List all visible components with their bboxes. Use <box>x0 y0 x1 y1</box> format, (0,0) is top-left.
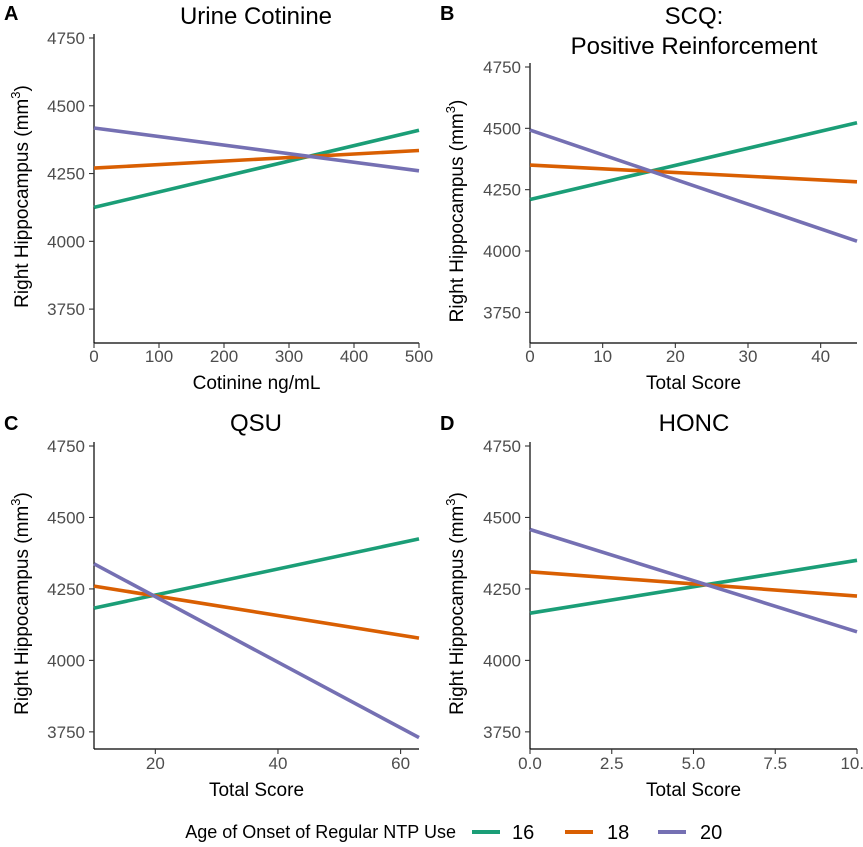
x-tick-label: 10.0 <box>840 754 863 773</box>
x-tick-label: 0.0 <box>518 754 542 773</box>
x-tick-label: 7.5 <box>763 754 787 773</box>
y-axis-label: Right Hippocampus (mm3) <box>443 100 468 323</box>
panel-title: Positive Reinforcement <box>571 33 818 60</box>
y-tick-label: 4250 <box>47 580 85 599</box>
series-line-20 <box>93 562 420 740</box>
y-tick-label: 4000 <box>47 651 85 670</box>
y-tick-label: 4250 <box>47 165 85 184</box>
y-axis-label-superscript: 3 <box>8 499 23 506</box>
x-tick-label: 500 <box>405 347 433 366</box>
y-tick-label: 4250 <box>483 181 521 200</box>
panel-title: HONC <box>659 410 730 437</box>
panel-title: QSU <box>230 410 282 437</box>
y-axis-label-superscript: 3 <box>443 499 458 506</box>
x-axis-label: Total Score <box>646 780 741 801</box>
panel-letter: D <box>440 413 454 435</box>
x-tick-label: 40 <box>269 754 288 773</box>
y-tick-label: 4750 <box>47 437 85 456</box>
series-line-18 <box>93 584 420 640</box>
x-tick-label: 20 <box>666 347 685 366</box>
legend-label-20: 20 <box>700 822 722 844</box>
y-tick-label: 3750 <box>47 300 85 319</box>
x-tick-label: 5.0 <box>682 754 706 773</box>
y-tick-label: 4750 <box>483 58 521 77</box>
y-tick-label: 4000 <box>483 242 521 261</box>
x-axis-label: Total Score <box>646 373 741 394</box>
x-tick-label: 20 <box>146 754 165 773</box>
series-line-16 <box>93 128 420 210</box>
x-tick-label: 200 <box>210 347 238 366</box>
y-tick-label: 3750 <box>483 303 521 322</box>
y-tick-label: 3750 <box>47 723 85 742</box>
series-line-20 <box>93 126 420 173</box>
y-axis-label: Right Hippocampus (mm3) <box>443 492 468 715</box>
y-axis-label-tail: ) <box>447 492 468 498</box>
series-line-18 <box>93 148 420 170</box>
panel-letter: C <box>4 413 18 435</box>
y-tick-label: 4500 <box>483 119 521 138</box>
y-tick-label: 4500 <box>47 97 85 116</box>
y-axis-label-tail: ) <box>447 100 468 106</box>
panel-title: Urine Cotinine <box>180 3 332 30</box>
y-axis-label-superscript: 3 <box>8 92 23 99</box>
series-line-16 <box>529 120 858 202</box>
panel-title: SCQ: <box>665 3 724 30</box>
series-line-18 <box>529 570 858 598</box>
x-tick-label: 100 <box>145 347 173 366</box>
y-axis-label-tail: ) <box>12 85 33 91</box>
panel-d: D HONC 3750 4000 4250 4500 4750 0.0 2.5 5.0 7.5 10.… <box>440 410 863 801</box>
legend-title: Age of Onset of Regular NTP Use <box>185 822 456 842</box>
panel-b: B SCQ: Positive Reinforcement 3750 4000 4250 4… <box>440 3 858 394</box>
series-line-20 <box>529 527 858 634</box>
x-tick-label: 2.5 <box>600 754 624 773</box>
y-tick-label: 4750 <box>483 437 521 456</box>
y-tick-label: 4500 <box>483 508 521 527</box>
legend-label-18: 18 <box>607 822 629 844</box>
x-axis-label: Total Score <box>209 780 304 801</box>
y-axis-label-superscript: 3 <box>443 106 458 113</box>
x-tick-label: 0 <box>89 347 98 366</box>
x-tick-label: 40 <box>811 347 830 366</box>
x-tick-label: 300 <box>275 347 303 366</box>
y-tick-label: 4250 <box>483 580 521 599</box>
y-tick-label: 4500 <box>47 508 85 527</box>
x-tick-label: 400 <box>340 347 368 366</box>
y-tick-label: 3750 <box>483 723 521 742</box>
panel-letter: B <box>440 3 454 25</box>
x-tick-label: 0 <box>525 347 534 366</box>
series-line-20 <box>529 128 858 243</box>
panel-c: C QSU 3750 4000 4250 4500 4750 20 40 60 Total Scor… <box>4 410 420 801</box>
y-axis-label-tail: ) <box>12 492 33 498</box>
panel-letter: A <box>4 3 18 25</box>
panel-a: A Urine Cotinine 3750 4000 4250 4500 4750 0 100 2… <box>4 3 433 394</box>
x-tick-label: 60 <box>391 754 410 773</box>
y-tick-label: 4000 <box>483 651 521 670</box>
legend: Age of Onset of Regular NTP Use 16 18 20 <box>185 822 722 844</box>
y-axis-label: Right Hippocampus (mm3) <box>8 492 33 715</box>
legend-label-16: 16 <box>512 822 534 844</box>
series-line-16 <box>529 558 858 615</box>
series-line-16 <box>93 537 420 610</box>
y-axis-label: Right Hippocampus (mm3) <box>8 85 33 308</box>
x-tick-label: 30 <box>739 347 758 366</box>
x-axis-label: Cotinine ng/mL <box>193 373 321 394</box>
series-line-18 <box>529 163 858 184</box>
y-tick-label: 4000 <box>47 232 85 251</box>
x-tick-label: 10 <box>593 347 612 366</box>
y-tick-label: 4750 <box>47 29 85 48</box>
